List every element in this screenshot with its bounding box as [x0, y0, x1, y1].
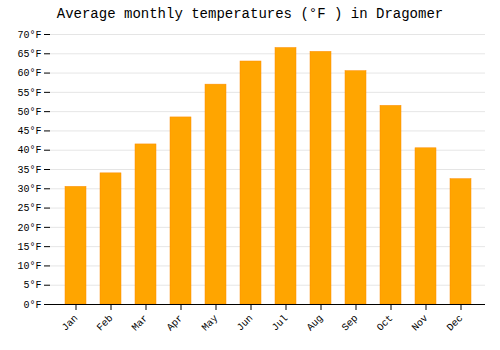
svg-text:Nov: Nov	[410, 313, 431, 334]
svg-text:0°F: 0°F	[23, 300, 41, 311]
svg-text:Dec: Dec	[445, 313, 466, 334]
svg-text:70°F: 70°F	[17, 30, 41, 41]
svg-text:10°F: 10°F	[17, 261, 41, 272]
html-text:Average monthly temperatures (: Average monthly temperatures (°F ) in Dr…	[56, 6, 444, 22]
svg-text:15°F: 15°F	[17, 242, 41, 253]
svg-text:Jun: Jun	[235, 313, 256, 334]
svg-text:20°F: 20°F	[17, 223, 41, 234]
svg-text:55°F: 55°F	[17, 88, 41, 99]
svg-text:Aug: Aug	[305, 313, 326, 334]
svg-text:Feb: Feb	[95, 313, 116, 334]
svg-text:60°F: 60°F	[17, 68, 41, 79]
svg-text:Apr: Apr	[165, 313, 186, 334]
svg-text:Oct: Oct	[375, 313, 396, 334]
svg-text:45°F: 45°F	[17, 126, 41, 137]
svg-text:40°F: 40°F	[17, 145, 41, 156]
svg-text:35°F: 35°F	[17, 165, 41, 176]
svg-text:5°F: 5°F	[23, 280, 41, 291]
svg-text:Jan: Jan	[60, 313, 81, 334]
svg-text:Sep: Sep	[340, 313, 361, 334]
svg-text:25°F: 25°F	[17, 203, 41, 214]
svg-text:Mar: Mar	[130, 313, 151, 334]
svg-text:50°F: 50°F	[17, 107, 41, 118]
svg-text:65°F: 65°F	[17, 49, 41, 60]
svg-text:30°F: 30°F	[17, 184, 41, 195]
svg-text:Jul: Jul	[270, 313, 291, 334]
svg-text:May: May	[200, 313, 221, 334]
